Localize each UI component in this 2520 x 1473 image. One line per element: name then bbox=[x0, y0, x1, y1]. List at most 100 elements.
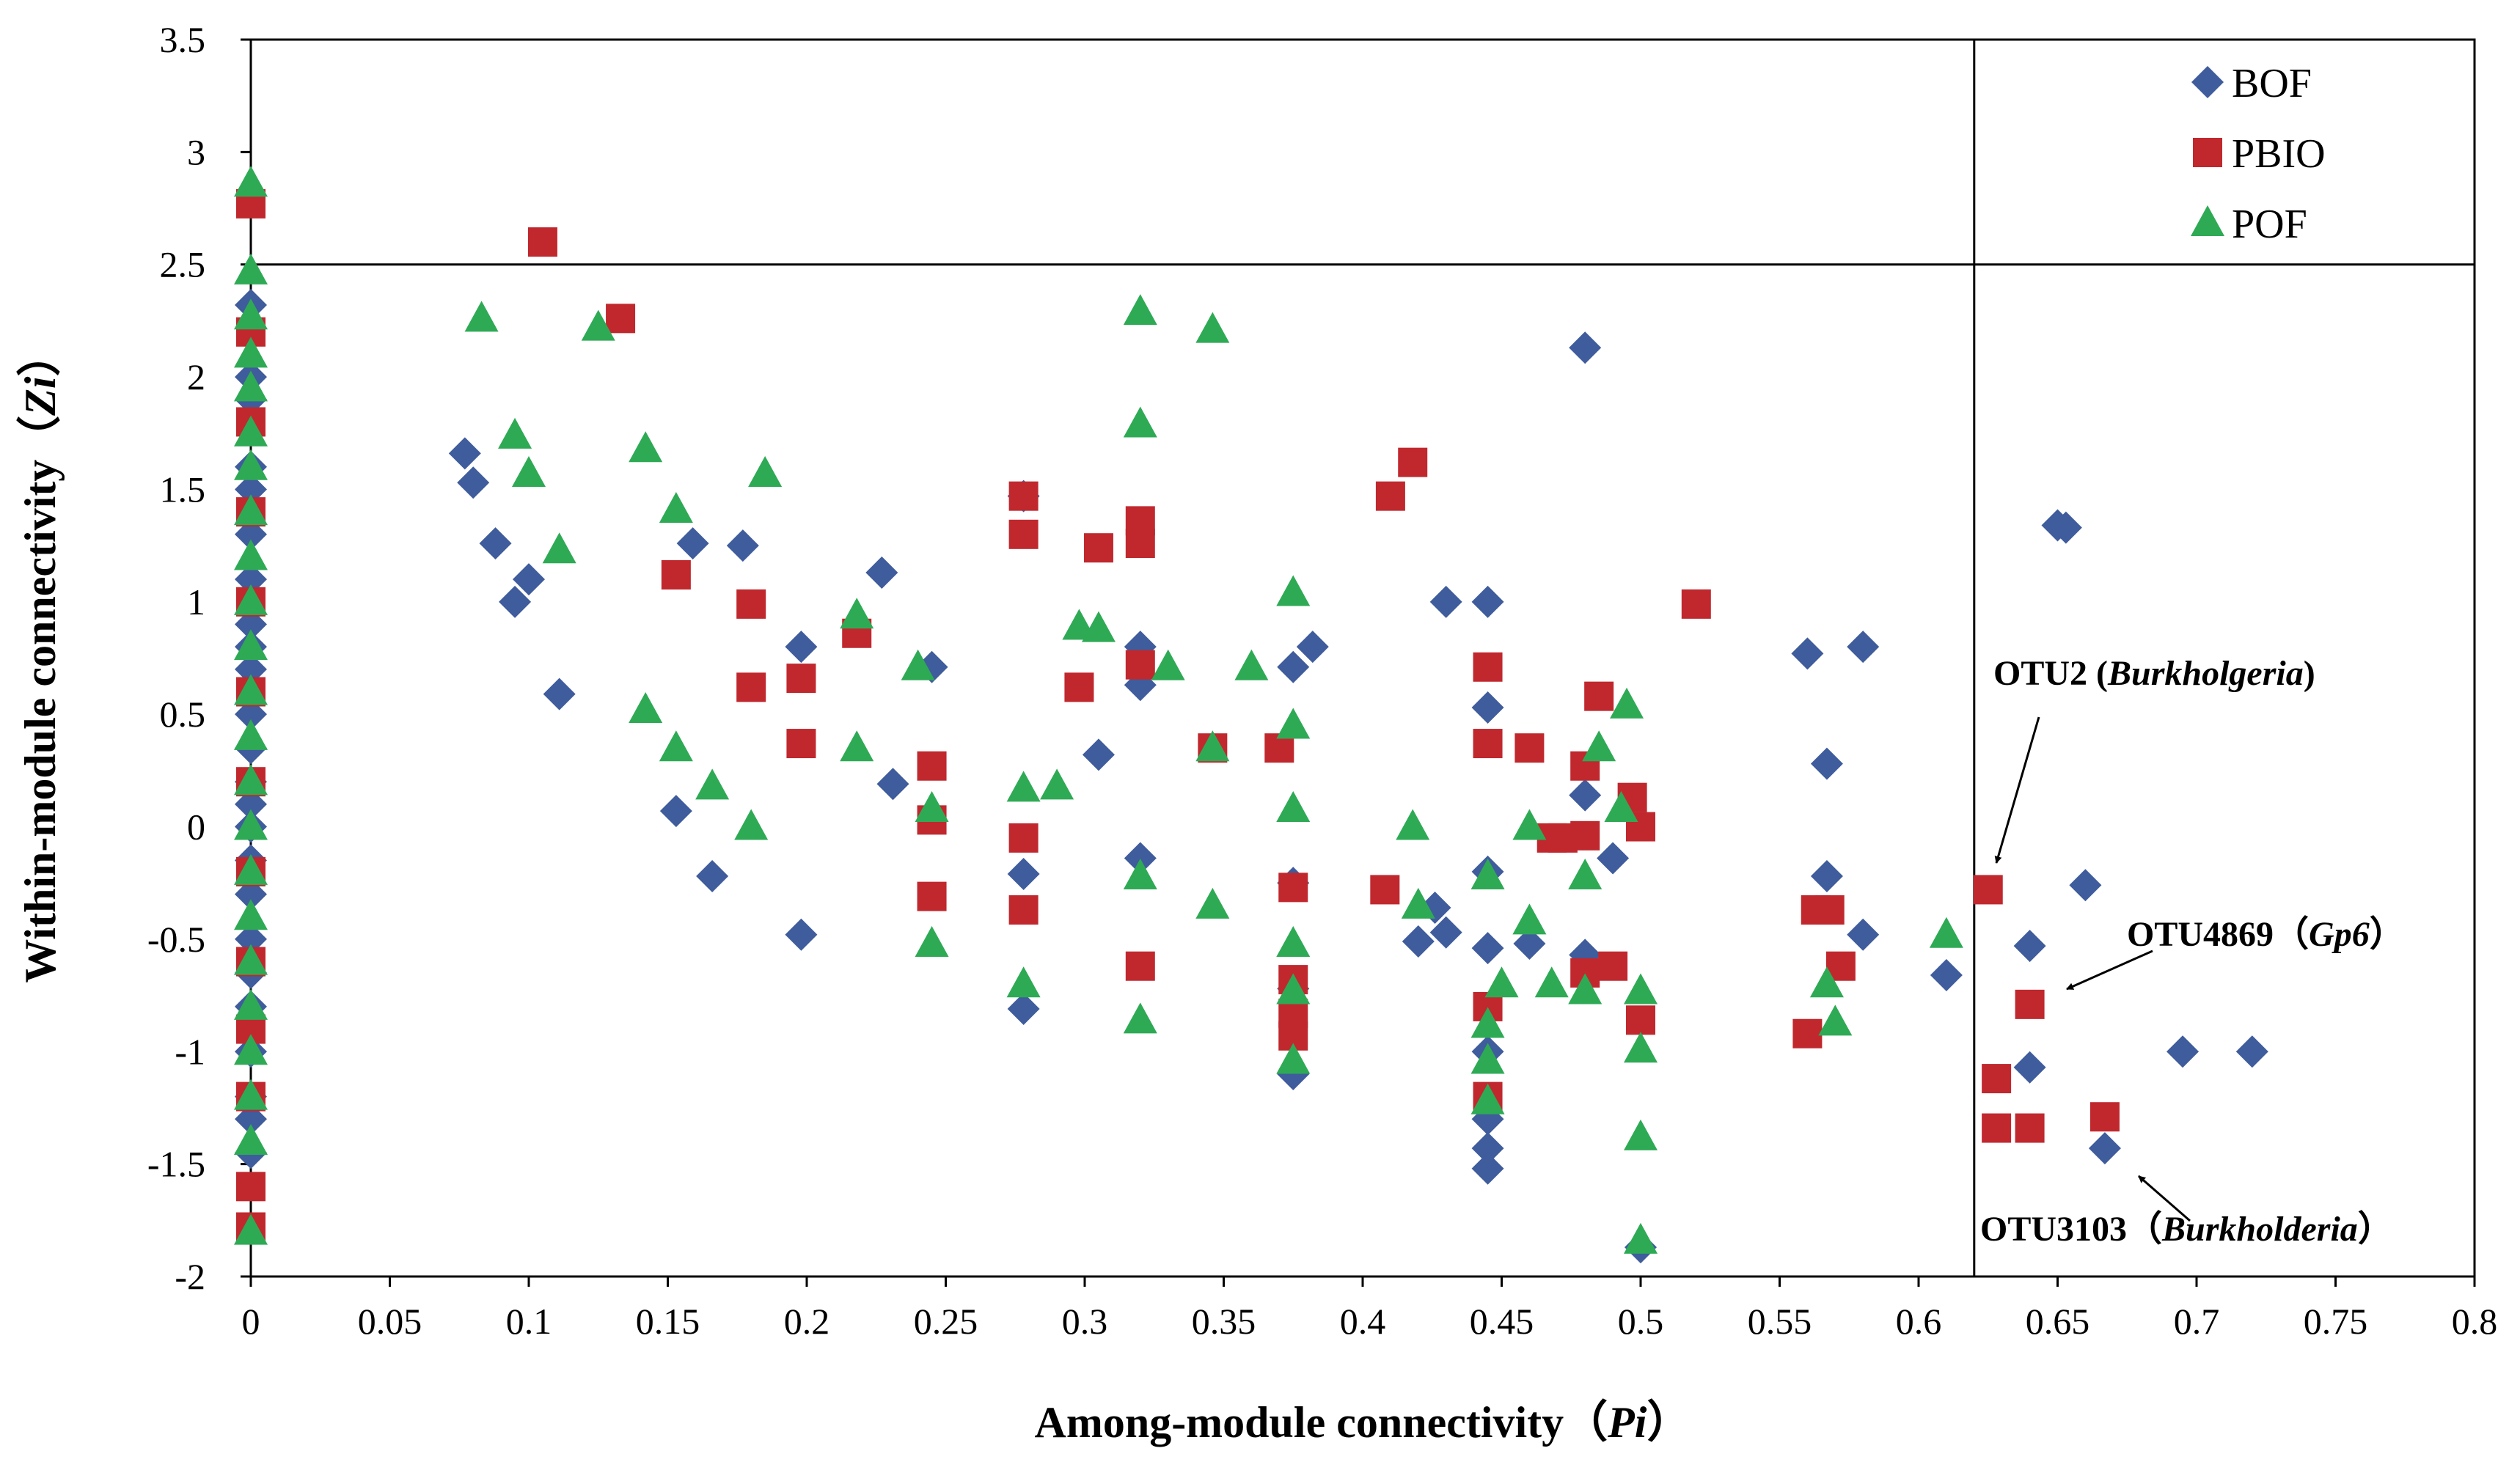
pof-point bbox=[1151, 649, 1185, 680]
pof-point bbox=[1081, 611, 1116, 642]
pof-point bbox=[234, 337, 268, 368]
legend-label-pbio: PBIO bbox=[2232, 131, 2326, 177]
bof-point bbox=[513, 563, 545, 596]
pof-point bbox=[234, 166, 268, 197]
pof-point bbox=[234, 1213, 268, 1245]
pbio-point bbox=[1125, 650, 1155, 680]
legend-label-pof: POF bbox=[2232, 202, 2307, 247]
x-axis-ticks: 0 0.05 0.1 0.15 0.2 0.25 0.3 0.35 0.4 0.45 0.5 0.55… bbox=[242, 1277, 2497, 1342]
x-tick-label: 0 bbox=[242, 1301, 260, 1342]
pbio-point bbox=[1982, 1064, 2012, 1094]
pof-point bbox=[581, 309, 615, 341]
y-tick-label: 0.5 bbox=[160, 694, 206, 735]
pbio-point bbox=[606, 304, 636, 334]
pbio-point bbox=[1125, 529, 1155, 559]
pof-point bbox=[1276, 791, 1311, 823]
bof-point bbox=[2069, 869, 2102, 902]
pof-point bbox=[1809, 966, 1844, 998]
pof-point bbox=[1470, 1043, 1505, 1074]
bof-point bbox=[785, 918, 818, 951]
pof-point bbox=[498, 417, 532, 449]
bof-point bbox=[1471, 691, 1504, 724]
bof-point bbox=[1007, 992, 1040, 1025]
pof-point bbox=[1276, 708, 1311, 739]
bof-point bbox=[1847, 918, 1880, 951]
x-tick-label: 0.15 bbox=[636, 1301, 700, 1342]
x-tick-label: 0.2 bbox=[784, 1301, 830, 1342]
annotation-label-text: OTU4869（ bbox=[2127, 915, 2309, 954]
x-tick-label: 0.45 bbox=[1470, 1301, 1534, 1342]
pof-point bbox=[1006, 966, 1041, 998]
pof-point bbox=[1568, 973, 1603, 1004]
bof-point bbox=[1402, 925, 1435, 958]
bof-point bbox=[1847, 631, 1880, 664]
data-points bbox=[234, 166, 2268, 1264]
pof-point bbox=[1534, 966, 1569, 998]
y-tick-label: 2.5 bbox=[160, 244, 206, 285]
pbio-point bbox=[661, 560, 691, 590]
pof-point bbox=[1396, 809, 1430, 840]
pof-point bbox=[1276, 1043, 1311, 1074]
x-axis-title-italic: Pi bbox=[1607, 1398, 1647, 1447]
pbio-point bbox=[1278, 873, 1308, 903]
legend-marker-bof bbox=[2191, 66, 2224, 98]
pof-point bbox=[1123, 1002, 1157, 1034]
pof-point bbox=[1818, 1004, 1853, 1036]
pof-point bbox=[234, 1123, 268, 1155]
pof-point bbox=[915, 791, 949, 823]
pbio-point bbox=[1125, 951, 1155, 981]
pbio-point bbox=[1473, 652, 1503, 682]
pof-point bbox=[234, 584, 268, 615]
bof-point bbox=[1513, 927, 1546, 960]
bof-point bbox=[1007, 857, 1040, 890]
pbio-point bbox=[2015, 1113, 2045, 1143]
pof-point bbox=[1195, 887, 1230, 919]
pof-point bbox=[1006, 771, 1041, 802]
annotation-label-italic: Burkholderia bbox=[2161, 1210, 2358, 1249]
pbio-point bbox=[1008, 481, 1039, 511]
y-axis-title: Within-module connectivity（Zi） bbox=[15, 332, 65, 982]
bof-point bbox=[696, 860, 729, 893]
pof-point bbox=[1624, 973, 1658, 1004]
bof-point bbox=[543, 677, 576, 710]
pof-point bbox=[659, 730, 693, 762]
pbio-point bbox=[1584, 681, 1614, 711]
series-pof bbox=[234, 166, 1963, 1254]
pbio-point bbox=[1398, 447, 1428, 477]
pbio-point bbox=[1792, 1018, 1823, 1048]
bof-point bbox=[2013, 1051, 2046, 1084]
legend-label-bof: BOF bbox=[2232, 61, 2312, 106]
pof-point bbox=[915, 926, 949, 958]
y-axis-title-close: ） bbox=[15, 332, 65, 376]
pof-point bbox=[234, 719, 268, 750]
bof-point bbox=[1569, 331, 1602, 364]
y-tick-label: -0.5 bbox=[147, 919, 205, 960]
pof-point bbox=[234, 494, 268, 526]
pof-point bbox=[1512, 903, 1547, 935]
y-tick-label: -1.5 bbox=[147, 1144, 205, 1185]
x-axis-title-text: Among-module connectivity（ bbox=[1035, 1397, 1608, 1447]
legend-marker-pbio bbox=[2193, 138, 2222, 167]
bof-point bbox=[448, 437, 481, 470]
pof-point bbox=[1123, 406, 1157, 438]
bof-point bbox=[1810, 747, 1843, 780]
y-tick-label: 1.5 bbox=[160, 469, 206, 510]
bof-point bbox=[1471, 1132, 1504, 1165]
legend: BOF PBIO POF bbox=[2191, 61, 2326, 247]
pof-point bbox=[1276, 575, 1311, 606]
pbio-point bbox=[1375, 481, 1405, 511]
legend-marker-pof bbox=[2191, 205, 2224, 236]
pbio-point bbox=[786, 729, 816, 759]
x-tick-label: 0.25 bbox=[914, 1301, 978, 1342]
pbio-point bbox=[1473, 729, 1503, 759]
pof-point bbox=[901, 649, 935, 680]
pbio-point bbox=[1598, 951, 1628, 981]
pbio-point bbox=[917, 751, 947, 781]
x-tick-label: 0.3 bbox=[1062, 1301, 1108, 1342]
bof-point bbox=[457, 466, 490, 499]
pof-point bbox=[234, 298, 268, 330]
x-tick-label: 0.55 bbox=[1748, 1301, 1812, 1342]
bof-point bbox=[1296, 631, 1329, 664]
bof-point bbox=[1569, 779, 1602, 812]
x-tick-label: 0.5 bbox=[1618, 1301, 1664, 1342]
